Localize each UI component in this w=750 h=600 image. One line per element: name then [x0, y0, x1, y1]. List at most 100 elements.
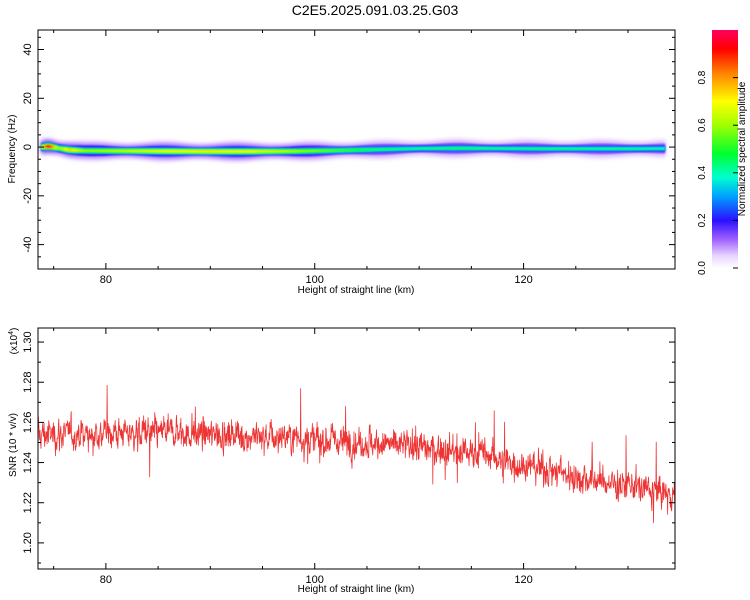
spectrogram-x-tick-label: 120 — [514, 274, 532, 286]
spectrogram-cell — [189, 150, 193, 153]
spectrogram-y-tick-label: 20 — [22, 92, 34, 104]
spectrogram-cell — [215, 150, 219, 153]
spectrogram-cell — [150, 150, 154, 153]
spectrogram-cell — [222, 150, 227, 153]
spectrogram-cell — [272, 150, 276, 153]
spectrogram-cell — [332, 149, 336, 152]
spectrogram-cell — [178, 150, 183, 153]
spectrogram-cell — [313, 149, 318, 152]
spectrogram-cell — [516, 147, 520, 150]
spectrogram-cell — [571, 147, 575, 150]
spectrogram-cell — [228, 150, 232, 153]
spectrogram-cell — [67, 148, 71, 151]
spectrogram-cell — [46, 145, 50, 148]
spectrogram-cell — [261, 150, 266, 153]
spectrogram-cell — [555, 147, 559, 150]
spectrogram-cell — [347, 149, 351, 152]
spectrogram-cell — [623, 147, 627, 150]
spectrogram-cell — [485, 147, 489, 150]
spectrogram-cell — [584, 147, 588, 150]
spectrogram-cell — [173, 150, 177, 153]
spectrogram-cell — [87, 149, 92, 152]
spectrogram-cell — [552, 147, 557, 150]
spectrogram-cell — [633, 147, 637, 150]
spectrogram-cell — [589, 147, 593, 150]
snr-x-tick-label: 100 — [306, 574, 324, 586]
spectrogram-cell — [648, 147, 653, 150]
spectrogram-cell — [646, 147, 650, 150]
spectrogram-cell — [617, 147, 621, 150]
spectrogram-cell — [277, 150, 281, 153]
spectrogram-cell — [438, 147, 442, 150]
colorbar-tick-label: 0.0 — [697, 261, 708, 275]
spectrogram-cell — [129, 149, 133, 153]
spectrogram-cell — [402, 147, 406, 150]
spectrogram-panel: 80 100 120 40 20 0 -20 -40 Height of straight … — [7, 29, 676, 296]
spectrogram-cell — [90, 149, 94, 152]
spectrogram-cell — [61, 147, 66, 151]
spectrogram-cell — [581, 147, 585, 150]
spectrogram-cell — [259, 150, 263, 153]
spectrogram-y-tick-label: 40 — [22, 43, 34, 55]
spectrogram-cell — [643, 147, 647, 150]
spectrogram-cell — [147, 150, 151, 153]
spectrogram-cell — [108, 149, 112, 152]
spectrogram-cell — [246, 150, 250, 153]
spectrogram-cell — [641, 147, 645, 150]
spectrogram-cell — [628, 147, 632, 150]
spectrogram-cell — [498, 147, 502, 150]
spectrogram-x-label: Height of straight line (km) — [298, 285, 415, 296]
spectrogram-cell — [459, 147, 463, 150]
spectrogram-cell — [155, 150, 159, 153]
spectrogram-cell — [656, 147, 660, 150]
spectrogram-cell — [324, 149, 328, 152]
spectrogram-cell — [568, 147, 572, 150]
spectrogram-cell — [80, 149, 84, 152]
spectrogram-cell — [578, 147, 583, 150]
spectrogram-cell — [116, 149, 120, 152]
spectrogram-cell — [493, 147, 497, 150]
spectrogram-cell — [220, 150, 224, 153]
spectrogram-cell — [269, 150, 273, 153]
spectrogram-cell — [181, 150, 185, 153]
spectrogram-cell — [537, 147, 541, 150]
spectrogram-cell — [51, 146, 55, 149]
spectrogram-cell — [602, 147, 606, 150]
spectrogram-cell — [560, 147, 564, 150]
spectrogram-cell — [558, 147, 562, 150]
spectrogram-cell — [196, 150, 201, 153]
spectrogram-cell — [638, 147, 642, 150]
spectrogram-cell — [48, 145, 53, 148]
spectrogram-cell — [152, 150, 157, 153]
spectrogram-cell — [448, 147, 453, 150]
spectrogram-cell — [534, 147, 538, 150]
spectrogram-cell — [160, 150, 164, 153]
spectrogram-cell — [280, 150, 284, 153]
spectrogram-cell — [454, 147, 458, 150]
spectrogram-cell — [285, 150, 289, 153]
spectrogram-cell — [529, 147, 533, 150]
spectrogram-cell — [103, 149, 107, 152]
spectrogram-cell — [339, 149, 344, 152]
spectrogram-cell — [119, 149, 123, 153]
snr-y-tick-label: 1.30 — [22, 331, 34, 352]
spectrogram-cell — [334, 149, 338, 152]
spectrogram-cell — [225, 150, 229, 153]
spectrogram-cell — [495, 147, 499, 150]
spectrogram-cell — [542, 147, 546, 150]
spectrogram-cell — [407, 147, 411, 150]
spectrogram-cell — [238, 150, 242, 153]
spectrogram-cell — [443, 147, 447, 150]
colorbar-ticks: 0.0 0.2 0.4 0.6 0.8 — [697, 70, 738, 275]
spectrogram-cell — [511, 147, 515, 150]
colorbar-label: Normalized spectral amplitude — [737, 81, 748, 216]
spectrogram-cell — [594, 147, 598, 150]
spectrogram-cell — [469, 147, 473, 150]
spectrogram-cell — [586, 147, 590, 150]
spectrogram-cell — [417, 147, 421, 150]
spectrogram-cell — [461, 147, 466, 150]
spectrogram-cell — [321, 149, 325, 152]
spectrogram-cell — [591, 147, 596, 150]
spectrogram-cell — [308, 149, 312, 153]
